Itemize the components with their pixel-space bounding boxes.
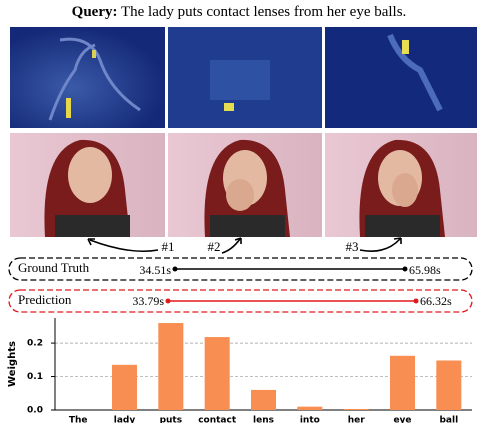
bar-chart: Weights 0.0 0.1 0.2 The lady puts contact lens i… bbox=[7, 318, 472, 423]
heatmap bbox=[325, 27, 477, 128]
arrow-head bbox=[393, 237, 402, 244]
y-tick-label: 0.2 bbox=[27, 339, 43, 349]
x-tick-label: lens bbox=[253, 416, 274, 423]
bar bbox=[297, 406, 323, 410]
arrow bbox=[221, 238, 241, 254]
pred-box bbox=[8, 289, 473, 313]
hand bbox=[392, 173, 418, 207]
bar bbox=[436, 360, 462, 410]
heatmap-outline bbox=[387, 33, 443, 112]
y-tick-label: 0.0 bbox=[27, 406, 43, 416]
frames bbox=[10, 133, 477, 237]
pred-endpoint bbox=[413, 298, 419, 304]
heatmaps bbox=[10, 27, 477, 128]
query-label: Query: bbox=[72, 4, 118, 20]
pred-end: 66.32s bbox=[420, 294, 452, 308]
x-tick-label: puts bbox=[160, 416, 183, 423]
arrow bbox=[359, 238, 401, 252]
shirt bbox=[210, 215, 285, 237]
arrow-head bbox=[234, 237, 242, 244]
gt-label: Ground Truth bbox=[18, 260, 90, 275]
x-tick-label: ball bbox=[439, 416, 458, 423]
gt-end: 65.98s bbox=[409, 263, 441, 277]
x-tick-label: eye bbox=[393, 416, 411, 423]
shirt bbox=[365, 215, 440, 237]
bar bbox=[250, 389, 277, 410]
x-tick-label: lady bbox=[114, 416, 136, 423]
arrow-head bbox=[87, 238, 95, 246]
pred-label: Prediction bbox=[18, 292, 72, 307]
gt-box bbox=[8, 257, 473, 281]
pred-endpoint bbox=[165, 298, 171, 304]
pred-start: 33.79s bbox=[132, 294, 164, 308]
hand bbox=[226, 179, 254, 211]
gt-endpoint bbox=[402, 266, 408, 272]
heatmap-outline bbox=[48, 37, 141, 121]
x-tick-label: into bbox=[300, 416, 320, 423]
marker: #2 bbox=[208, 239, 221, 254]
x-tick-label: her bbox=[348, 416, 366, 423]
arrow bbox=[89, 239, 159, 253]
marker: #3 bbox=[346, 239, 359, 254]
y-tick-label: 0.1 bbox=[27, 372, 43, 382]
bar bbox=[343, 408, 369, 410]
bar bbox=[389, 355, 416, 410]
query: Query: The lady puts contact lenses from… bbox=[72, 4, 407, 20]
bar bbox=[158, 323, 184, 410]
heatmap-hotspot bbox=[66, 98, 71, 118]
x-tick-label: contact bbox=[198, 416, 237, 423]
face bbox=[68, 147, 112, 203]
gt-endpoint bbox=[172, 266, 178, 272]
shirt bbox=[55, 215, 130, 237]
bar bbox=[111, 364, 138, 410]
y-axis-label: Weights bbox=[7, 341, 18, 387]
query-text: The lady puts contact lenses from her ey… bbox=[121, 4, 406, 20]
bar bbox=[204, 337, 230, 410]
marker: #1 bbox=[162, 239, 175, 254]
heatmap-glow bbox=[210, 60, 270, 100]
x-tick-label: The bbox=[69, 416, 88, 423]
heatmap-hotspot bbox=[92, 50, 96, 58]
arrows bbox=[87, 237, 402, 254]
gt-start: 34.51s bbox=[139, 263, 171, 277]
heatmap-hotspot bbox=[402, 40, 409, 54]
heatmap-hotspot bbox=[224, 103, 234, 111]
